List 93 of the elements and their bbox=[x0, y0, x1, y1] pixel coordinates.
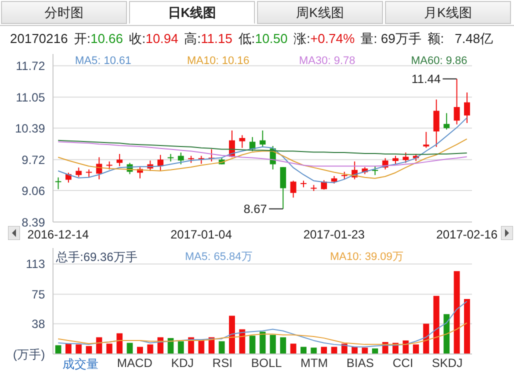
line-series bbox=[58, 141, 468, 167]
bar bbox=[86, 346, 92, 354]
text: 20170216 bbox=[10, 31, 68, 46]
text: 高:11.15 bbox=[184, 31, 232, 46]
bar bbox=[249, 336, 256, 354]
text: 涨:+0.74% bbox=[294, 31, 355, 46]
text: MA30: 9.78 bbox=[299, 55, 356, 67]
text: 低:10.50 bbox=[238, 31, 288, 46]
y-tick-label: 8.39 bbox=[22, 215, 46, 230]
text: MTM bbox=[300, 356, 328, 372]
text: 开:10.66 bbox=[74, 31, 124, 46]
bar bbox=[372, 348, 378, 354]
y-tick-label: 9.06 bbox=[22, 184, 46, 198]
annotation: 8.67 bbox=[244, 202, 268, 216]
text: MA60: 9.86 bbox=[411, 55, 468, 67]
text: BIAS bbox=[346, 356, 374, 372]
x-tick-label: 2017-01-04 bbox=[170, 228, 232, 242]
bar bbox=[260, 332, 266, 354]
bar bbox=[280, 337, 286, 354]
candlestick bbox=[423, 131, 430, 148]
text: 日K线图 bbox=[129, 1, 255, 24]
y-tick-label: 11.05 bbox=[16, 90, 46, 104]
text: MA5: 65.84万 bbox=[185, 250, 252, 264]
text: MA10: 39.09万 bbox=[330, 250, 404, 264]
text: MA10: 10.16 bbox=[187, 55, 250, 67]
candlestick bbox=[433, 99, 440, 148]
bar bbox=[218, 341, 225, 354]
text: CCI bbox=[392, 356, 414, 372]
candlestick bbox=[290, 180, 296, 198]
y-tick-label: 9.72 bbox=[22, 152, 46, 167]
text: 周K线图 bbox=[257, 1, 383, 24]
candlestick bbox=[76, 167, 82, 178]
bar bbox=[126, 342, 133, 354]
x-tick-label: 2017-02-16 bbox=[436, 228, 498, 242]
bar bbox=[137, 346, 144, 354]
x-tick-label: 2017-01-23 bbox=[303, 228, 366, 242]
bar bbox=[178, 341, 184, 354]
line-series bbox=[58, 138, 468, 179]
bar bbox=[147, 344, 154, 354]
bar bbox=[270, 334, 276, 354]
y-tick-label: 113 bbox=[26, 257, 46, 272]
bar bbox=[300, 346, 307, 354]
text: 成交量 bbox=[62, 356, 98, 373]
candlestick bbox=[402, 152, 409, 164]
x-tick-label: 2016-12-14 bbox=[27, 228, 90, 242]
bar bbox=[310, 348, 317, 354]
text: RSI bbox=[212, 356, 232, 372]
candlestick bbox=[55, 176, 62, 190]
bar bbox=[331, 346, 338, 354]
candlestick bbox=[178, 152, 184, 165]
bar bbox=[454, 271, 460, 354]
candlestick bbox=[260, 130, 266, 148]
y-tick-label: 75 bbox=[32, 287, 46, 302]
candlestick bbox=[454, 78, 460, 125]
bar bbox=[228, 316, 235, 354]
candlestick bbox=[239, 134, 246, 148]
annotation: 总手:69.36万手 bbox=[56, 249, 138, 266]
bar bbox=[423, 324, 430, 354]
bar bbox=[116, 333, 123, 354]
y-tick-label: (万手) bbox=[13, 347, 45, 362]
text: KDJ bbox=[171, 356, 194, 372]
bar bbox=[55, 345, 62, 354]
line-series bbox=[58, 322, 468, 345]
candlestick bbox=[280, 166, 286, 210]
bar bbox=[444, 314, 450, 354]
text: MACD bbox=[117, 356, 152, 372]
bar bbox=[106, 344, 112, 354]
bar bbox=[320, 346, 327, 354]
text: SKDJ bbox=[432, 356, 463, 372]
y-tick-label: 38 bbox=[32, 316, 46, 331]
bar bbox=[290, 344, 296, 354]
bar bbox=[65, 344, 72, 354]
candlestick bbox=[157, 154, 164, 172]
text: 额: 7.48亿 bbox=[427, 31, 494, 46]
text: BOLL bbox=[251, 356, 282, 372]
text: 分时图 bbox=[1, 1, 127, 24]
candlestick bbox=[300, 180, 307, 188]
candlestick bbox=[116, 153, 123, 167]
candlestick bbox=[464, 92, 470, 124]
bar bbox=[433, 296, 440, 354]
line-series bbox=[58, 117, 468, 184]
annotation: 11.44 bbox=[412, 72, 441, 86]
text: 收:10.94 bbox=[129, 31, 178, 46]
text: 量: 69万手 bbox=[360, 31, 422, 46]
text: MA5: 10.61 bbox=[75, 55, 132, 67]
bar bbox=[362, 348, 368, 354]
bar bbox=[464, 299, 470, 354]
y-tick-label: 11.72 bbox=[16, 58, 46, 73]
bar bbox=[412, 344, 419, 354]
bar bbox=[76, 344, 82, 354]
text: 月K线图 bbox=[385, 1, 511, 24]
y-tick-label: 10.39 bbox=[14, 121, 46, 136]
candlestick bbox=[444, 112, 450, 130]
